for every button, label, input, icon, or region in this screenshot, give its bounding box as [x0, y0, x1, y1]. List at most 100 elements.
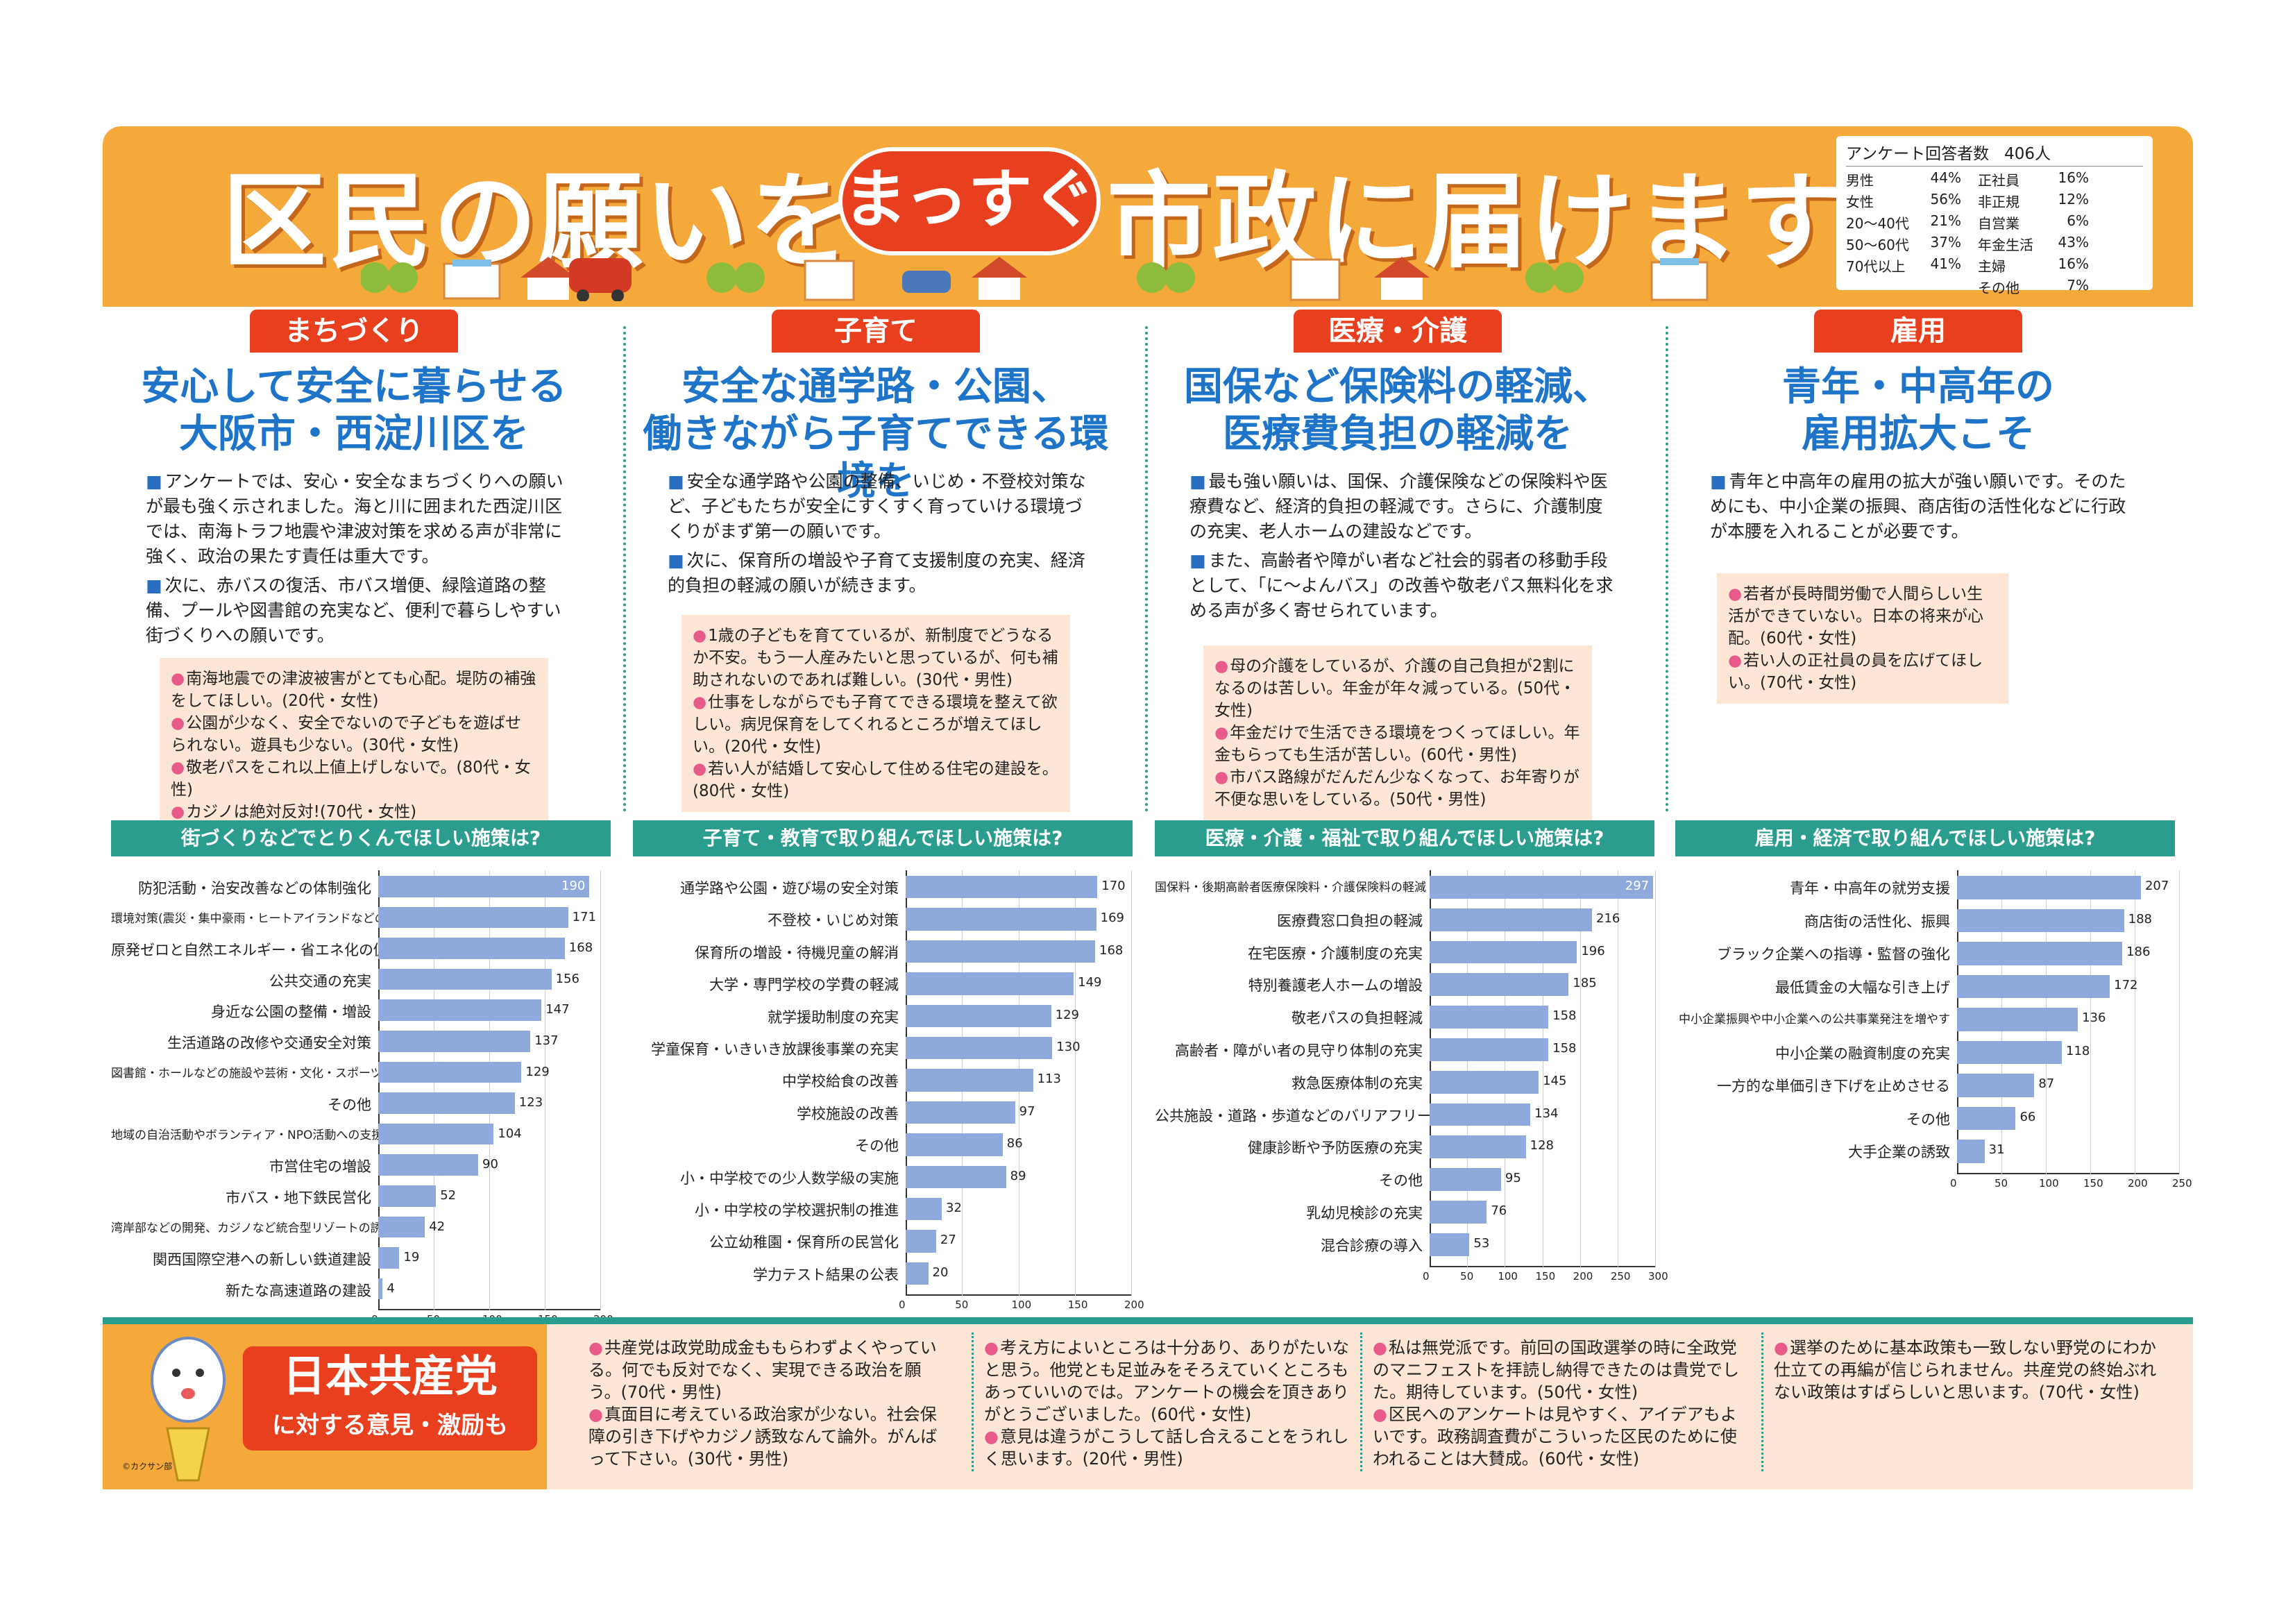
chart-category-label: 中学校給食の改善: [782, 1073, 899, 1090]
survey-right-label: その他: [1978, 280, 2019, 296]
chart-bar: [906, 972, 1074, 995]
survey-right-value: 16%: [2058, 255, 2089, 272]
chart-value-label: 52: [440, 1188, 457, 1203]
chart-value-label: 128: [1530, 1138, 1555, 1153]
survey-total: 406人: [2004, 145, 2051, 163]
voice-item: 若い人の正社員の員を広げてほしい。(70代・女性): [1728, 650, 1997, 694]
chart-value-label: 136: [2082, 1010, 2106, 1025]
chart-value-label: 90: [482, 1157, 498, 1172]
chart-value-label: 76: [1491, 1203, 1507, 1218]
chart-category-label: ブラック企業への指導・監督の強化: [1717, 946, 1950, 963]
chart-bar: [378, 876, 589, 897]
chart-value-label: 168: [1099, 942, 1124, 958]
voice-item: 年金だけで生活できる環境をつくってほしい。年金もらっても生活が苦しい。(60代・…: [1214, 722, 1581, 766]
chart-category-label: 青年・中高年の就労支援: [1790, 880, 1950, 897]
survey-right-value: 7%: [2067, 277, 2089, 294]
section-paragraph: 安全な通学路や公園の整備、いじめ・不登校対策など、子どもたちが安全にすくすく育っ…: [668, 469, 1098, 544]
chart-bar: [906, 876, 1098, 899]
chart-bar: [1957, 876, 2141, 899]
chart-bar: [378, 1123, 494, 1145]
chart-gridline: [1655, 870, 1656, 1267]
chart-category-label: 通学路や公園・遊び場の安全対策: [680, 880, 899, 897]
survey-left-value: 21%: [1930, 212, 1961, 229]
chart-value-label: 104: [498, 1126, 522, 1141]
section-voices: 若者が長時間労働で人間らしい生活ができていない。日本の将来が心配。(60代・女性…: [1717, 573, 2008, 704]
section-tag: 子育て: [772, 310, 980, 353]
chart-tick-label: 150: [1535, 1269, 1556, 1283]
chart-category-label: 小・中学校での少人数学級の実施: [680, 1169, 899, 1187]
chart-title: 雇用・経済で取り組んでほしい施策は?: [1675, 820, 2175, 856]
voice-item: 若者が長時間労働で人間らしい生活ができていない。日本の将来が心配。(60代・女性…: [1728, 583, 1997, 650]
chart-category-label: 学童保育・いきいき放課後事業の充実: [651, 1041, 899, 1058]
survey-left-label: 男性: [1846, 172, 1874, 189]
chart-category-label: その他: [1906, 1110, 1950, 1128]
chart-tick-label: 150: [2083, 1176, 2103, 1190]
town-illustration: [361, 257, 1709, 301]
section-tag: まちづくり: [250, 310, 458, 353]
chart-value-label: 129: [1055, 1007, 1079, 1022]
chart-bar: [906, 940, 1095, 963]
chart-bar: [378, 906, 568, 929]
section-body: 安全な通学路や公園の整備、いじめ・不登校対策など、子どもたちが安全にすくすく育っ…: [668, 469, 1098, 602]
chart-tick-label: 100: [1498, 1269, 1518, 1283]
chart-category-label: 学力テスト結果の公表: [753, 1266, 899, 1283]
chart-bar: [906, 1262, 929, 1285]
comment-item: 真面目に考えている政治家が少ない。社会保障の引き下げやカジノ誘致なんて論外。がん…: [588, 1403, 949, 1470]
chart-tick-label: 0: [899, 1299, 906, 1312]
voice-item: 母の介護をしているが、介護の自己負担が2割になるのは苦しい。年金が年々減っている…: [1214, 655, 1581, 722]
chart-bar: [1430, 876, 1653, 899]
section-voices: 1歳の子どもを育てているが、新制度でどうなるか不安。もう一人産みたいと思っている…: [681, 615, 1070, 812]
chart-bar: [378, 1216, 425, 1238]
chart-tick-label: 50: [1460, 1269, 1474, 1283]
chart-category-label: 乳幼児検診の充実: [1306, 1205, 1423, 1221]
comment-divider: [972, 1333, 974, 1471]
chart-bar: [906, 1230, 936, 1253]
chart-value-label: 170: [1101, 879, 1126, 893]
chart-category-label: 生活道路の改修や交通安全対策: [167, 1035, 371, 1051]
chart-value-label: 196: [1581, 943, 1605, 958]
section-heading: 国保など保険料の軽減、 医療費負担の軽減を: [1148, 364, 1648, 458]
chart-gridline: [1074, 870, 1076, 1296]
chart-category-label: 在宅医療・介護制度の充実: [1248, 945, 1423, 962]
section-heading-line: 安全な通学路・公園、: [681, 364, 1070, 409]
chart-tick-label: 250: [1610, 1269, 1631, 1283]
chart-bar: [1957, 1106, 2016, 1130]
chart-category-label: 環境対策(震災・集中豪雨・ヒートアイランドなどの防災): [111, 911, 415, 926]
survey-grid: 男性 44% 正社員 16% 女性 56% 非正規 12% 20〜40代 21% 自営業 6% 50〜6…: [1846, 169, 2143, 297]
chart-value-label: 171: [572, 909, 596, 924]
survey-summary: アンケート回答者数 406人 男性 44% 正社員 16% 女性 56% 非正規 12% 20〜4…: [1836, 136, 2153, 296]
survey-left-label: 70代以上: [1846, 258, 1906, 275]
voice-item: 1歳の子どもを育てているが、新制度でどうなるか不安。もう一人産みたいと思っている…: [693, 625, 1059, 691]
chart-bar: [1430, 1168, 1501, 1191]
chart-value-label: 89: [1010, 1168, 1026, 1183]
chart-bar: [1957, 942, 2123, 965]
voice-item: 仕事をしながらでも子育てできる環境を整えて欲しい。病児保育をしてくれるところが増…: [693, 691, 1059, 758]
chart-tick-label: 200: [1573, 1269, 1593, 1283]
chart-category-label: 一方的な単価引き下げを止めさせる: [1717, 1078, 1950, 1094]
chart-tick-label: 50: [955, 1299, 969, 1312]
section-heading-line: 雇用拡大こそ: [1802, 412, 2035, 457]
chart-value-label: 172: [2114, 977, 2138, 992]
chart-gridline: [600, 870, 601, 1311]
comment-item: 考え方によいところは十分あり、ありがたいなと思う。他党とも足並みをそろえていくと…: [984, 1337, 1352, 1426]
chart-title: 街づくりなどでとりくんでほしい施策は?: [111, 820, 611, 856]
chart-value-label: 145: [1543, 1073, 1567, 1088]
chart-value-label: 129: [525, 1064, 550, 1079]
chart-category-label: 原発ゼロと自然エネルギー・省エネ化の促進: [111, 942, 403, 959]
chart-value-label: 207: [2144, 879, 2169, 893]
survey-left-label: 女性: [1846, 194, 1874, 210]
chart-category-label: 公立幼稚園・保育所の民営化: [709, 1234, 899, 1251]
chart-gridline: [2179, 870, 2180, 1174]
chart-bar: [1430, 940, 1577, 964]
chart-value-label: 66: [2019, 1109, 2036, 1124]
section-heading-line: 医療費負担の軽減を: [1223, 412, 1573, 457]
column-divider: [1666, 326, 1668, 812]
survey-left-value: 56%: [1930, 191, 1961, 208]
chart-value-label: 19: [403, 1250, 420, 1265]
chart-bar: [906, 1069, 1033, 1092]
chart-tick-label: 150: [1067, 1299, 1088, 1312]
chart-category-label: 高齢者・障がい者の見守り体制の充実: [1175, 1042, 1423, 1059]
chart-bar: [378, 1031, 531, 1052]
jcp-subtitle: に対する意見・激励も: [272, 1412, 508, 1439]
survey-left-value: 44%: [1930, 169, 1961, 186]
